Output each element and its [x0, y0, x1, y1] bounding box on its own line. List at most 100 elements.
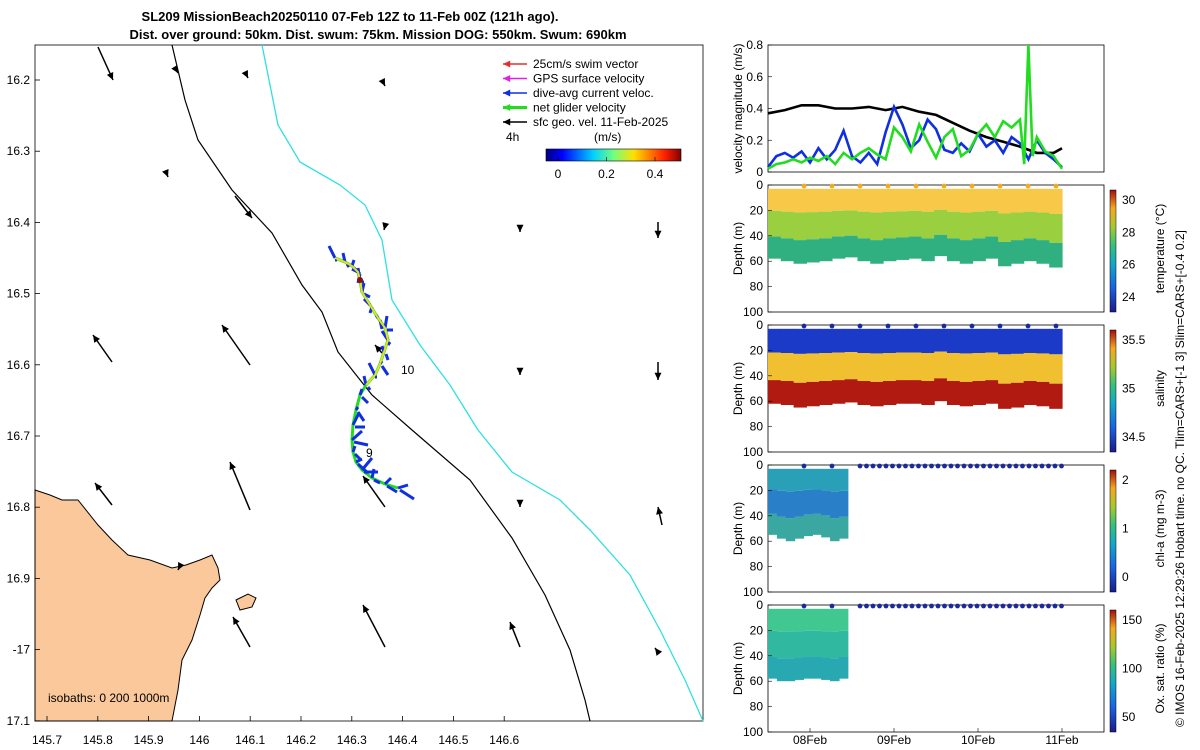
- legend-label: net glider velocity: [533, 101, 626, 115]
- surface-dot: [1052, 603, 1058, 609]
- surface-dot: [829, 323, 835, 329]
- geo-vector-head: [241, 70, 248, 78]
- colorbar-tick-label: 2: [1122, 473, 1129, 487]
- dive-avg-current-vector: [399, 488, 415, 501]
- profile-cell: [830, 608, 840, 632]
- map-ytick-label: 16.9: [7, 571, 31, 585]
- depth-tick-label: 0: [756, 178, 763, 192]
- profile-cell: [946, 238, 961, 262]
- surface-dot: [864, 463, 869, 469]
- profile-cell: [806, 212, 820, 240]
- profile-cell: [895, 188, 910, 212]
- figure-title-line1: SL209 MissionBeach20250110 07-Feb 12Z to…: [142, 9, 559, 24]
- profile-cell: [1010, 212, 1025, 241]
- depth-tick-label: 100: [743, 585, 763, 599]
- profile-cell: [776, 608, 787, 632]
- profile-cell: [780, 188, 795, 212]
- profile-cell: [972, 328, 986, 354]
- profile-cell: [768, 352, 782, 381]
- dive-avg-current-vector: [366, 386, 372, 391]
- geo-vector-head: [655, 648, 663, 656]
- geo-vector-head: [106, 72, 114, 80]
- figure-title-line2: Dist. over ground: 50km. Dist. swum: 75k…: [129, 27, 626, 42]
- profile-cell: [985, 236, 999, 259]
- colorbar-tick-label: 50: [1122, 710, 1136, 724]
- profile-cell: [870, 381, 884, 407]
- profile-cell: [934, 188, 948, 210]
- profile-cell: [870, 240, 884, 264]
- map-xtick-label: 146.2: [286, 733, 316, 747]
- geo-vector-head: [233, 617, 240, 625]
- depth-tick-label: 60: [750, 254, 764, 268]
- dive-avg-current-vector: [386, 484, 398, 494]
- profile-cell: [972, 381, 986, 406]
- profile-cell: [830, 658, 840, 682]
- surface-dot: [864, 603, 869, 609]
- profile-cell: [1036, 240, 1050, 264]
- profile-cell: [812, 608, 822, 631]
- profile-cell: [998, 383, 1012, 409]
- colorbar-tick-label: 35: [1122, 382, 1136, 396]
- profile-cell: [1010, 353, 1025, 383]
- surface-dot: [903, 463, 908, 469]
- surface-dot: [955, 603, 960, 609]
- profile-cell: [803, 630, 813, 657]
- profile-cell: [934, 328, 948, 352]
- map-colorbar-label: 0: [555, 167, 562, 181]
- profile-cell: [768, 468, 778, 490]
- dive-avg-current-vector: [353, 440, 369, 447]
- profile-cell: [821, 490, 831, 516]
- depth-tick-label: 0: [756, 318, 763, 332]
- surface-dot: [968, 463, 973, 469]
- depth-tick-label: 40: [750, 369, 764, 383]
- profile-cell: [908, 236, 922, 259]
- profile-cell: [857, 238, 871, 262]
- surface-dot: [916, 463, 921, 469]
- map-xtick-label: 146.4: [388, 733, 418, 747]
- geo-vector: [221, 324, 251, 366]
- surface-dot: [1046, 463, 1051, 469]
- depth-tick-label: 40: [750, 649, 764, 663]
- velocity-ytick-label: 0.8: [746, 38, 763, 52]
- surface-dot: [941, 183, 947, 189]
- surface-dot: [1059, 463, 1064, 469]
- profile-cell: [946, 188, 961, 212]
- profile-cell: [780, 353, 795, 382]
- surface-dot: [968, 603, 973, 609]
- panel-colorbar: [1109, 469, 1117, 593]
- surface-dot: [1046, 603, 1051, 609]
- profile-cell: [793, 240, 807, 264]
- profile-cell: [998, 354, 1012, 384]
- dive-avg-current-vector: [351, 412, 361, 426]
- geo-vector-head: [222, 325, 229, 333]
- velocity-ylabel: velocity magnitude (m/s): [731, 43, 745, 173]
- surface-dot: [857, 183, 863, 189]
- surface-dot: [829, 603, 835, 609]
- depth-tick-label: 60: [750, 394, 764, 408]
- dive-avg-current-vector: [373, 478, 381, 485]
- map-xtick-label: 145.8: [83, 733, 113, 747]
- series-line-sfc-geo-vel-: [767, 104, 1063, 155]
- profile-cell: [1010, 240, 1025, 264]
- map-colorbar-ticks: 0 0.2 0.4: [555, 157, 664, 181]
- profile-cell: [768, 188, 782, 211]
- profile-cell: [768, 656, 778, 679]
- depth-tick-label: 20: [750, 483, 764, 497]
- profile-cell: [785, 491, 796, 519]
- surface-dot: [890, 463, 895, 469]
- legend-arrow-head: [503, 60, 511, 68]
- profile-cell: [895, 352, 910, 381]
- surface-dot: [896, 603, 902, 609]
- surface-dot: [987, 603, 993, 609]
- profile-cell: [895, 328, 910, 353]
- land-mass: [34, 489, 221, 722]
- dive-avg-current-vector: [360, 395, 370, 405]
- depth-tick-label: 0: [756, 458, 763, 472]
- time-axis: 08Feb 09Feb 10Feb 11Feb: [793, 728, 1079, 747]
- depth-tick-label: 80: [750, 700, 764, 714]
- map-xtick-label: 145.7: [32, 733, 62, 747]
- profile-cell: [768, 608, 778, 631]
- series-line-net-glider-velocity: [767, 44, 1064, 170]
- dive-avg-current-vector: [341, 252, 347, 263]
